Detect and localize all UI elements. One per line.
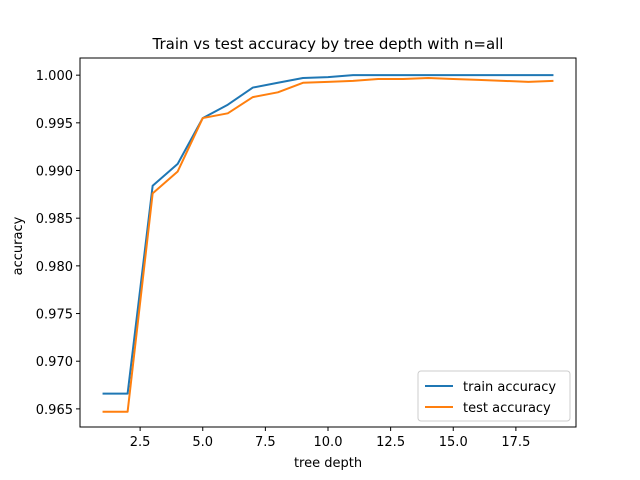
legend: train accuracy test accuracy: [417, 370, 571, 422]
legend-box: [417, 370, 571, 422]
y-axis: 0.965 0.970 0.975 0.980 0.985 0.990 0.995 1.000: [36, 69, 80, 418]
y-tick-label: 0.985: [36, 212, 73, 227]
x-axis: 2.5 5.0 7.5 10.0 12.5 15.0 17.5: [130, 427, 530, 450]
y-tick-label: 0.975: [36, 308, 73, 323]
chart-title: Train vs test accuracy by tree depth wit…: [152, 35, 504, 53]
y-tick-label: 0.980: [36, 260, 73, 275]
x-tick-label: 5.0: [192, 435, 213, 450]
y-tick-label: 0.965: [36, 403, 73, 418]
x-axis-label: tree depth: [294, 456, 362, 471]
legend-label-train-accuracy: train accuracy: [463, 380, 556, 395]
y-tick-label: 0.995: [36, 117, 73, 132]
plot-area: [79, 57, 577, 428]
y-tick-label: 1.000: [36, 69, 73, 84]
x-tick-label: 7.5: [255, 435, 276, 450]
x-tick-label: 2.5: [130, 435, 151, 450]
plot-frame: [79, 57, 577, 428]
y-tick-label: 0.970: [36, 355, 73, 370]
x-tick-label: 17.5: [501, 435, 530, 450]
legend-label-test-accuracy: test accuracy: [463, 401, 551, 416]
train-accuracy-line: [102, 74, 554, 395]
series-layer: [102, 74, 554, 413]
y-tick-label: 0.990: [36, 165, 73, 180]
x-tick-label: 15.0: [439, 435, 468, 450]
y-axis-label: accuracy: [11, 216, 26, 275]
x-tick-label: 10.0: [314, 435, 343, 450]
x-tick-label: 12.5: [376, 435, 405, 450]
test-accuracy-line: [102, 77, 554, 413]
